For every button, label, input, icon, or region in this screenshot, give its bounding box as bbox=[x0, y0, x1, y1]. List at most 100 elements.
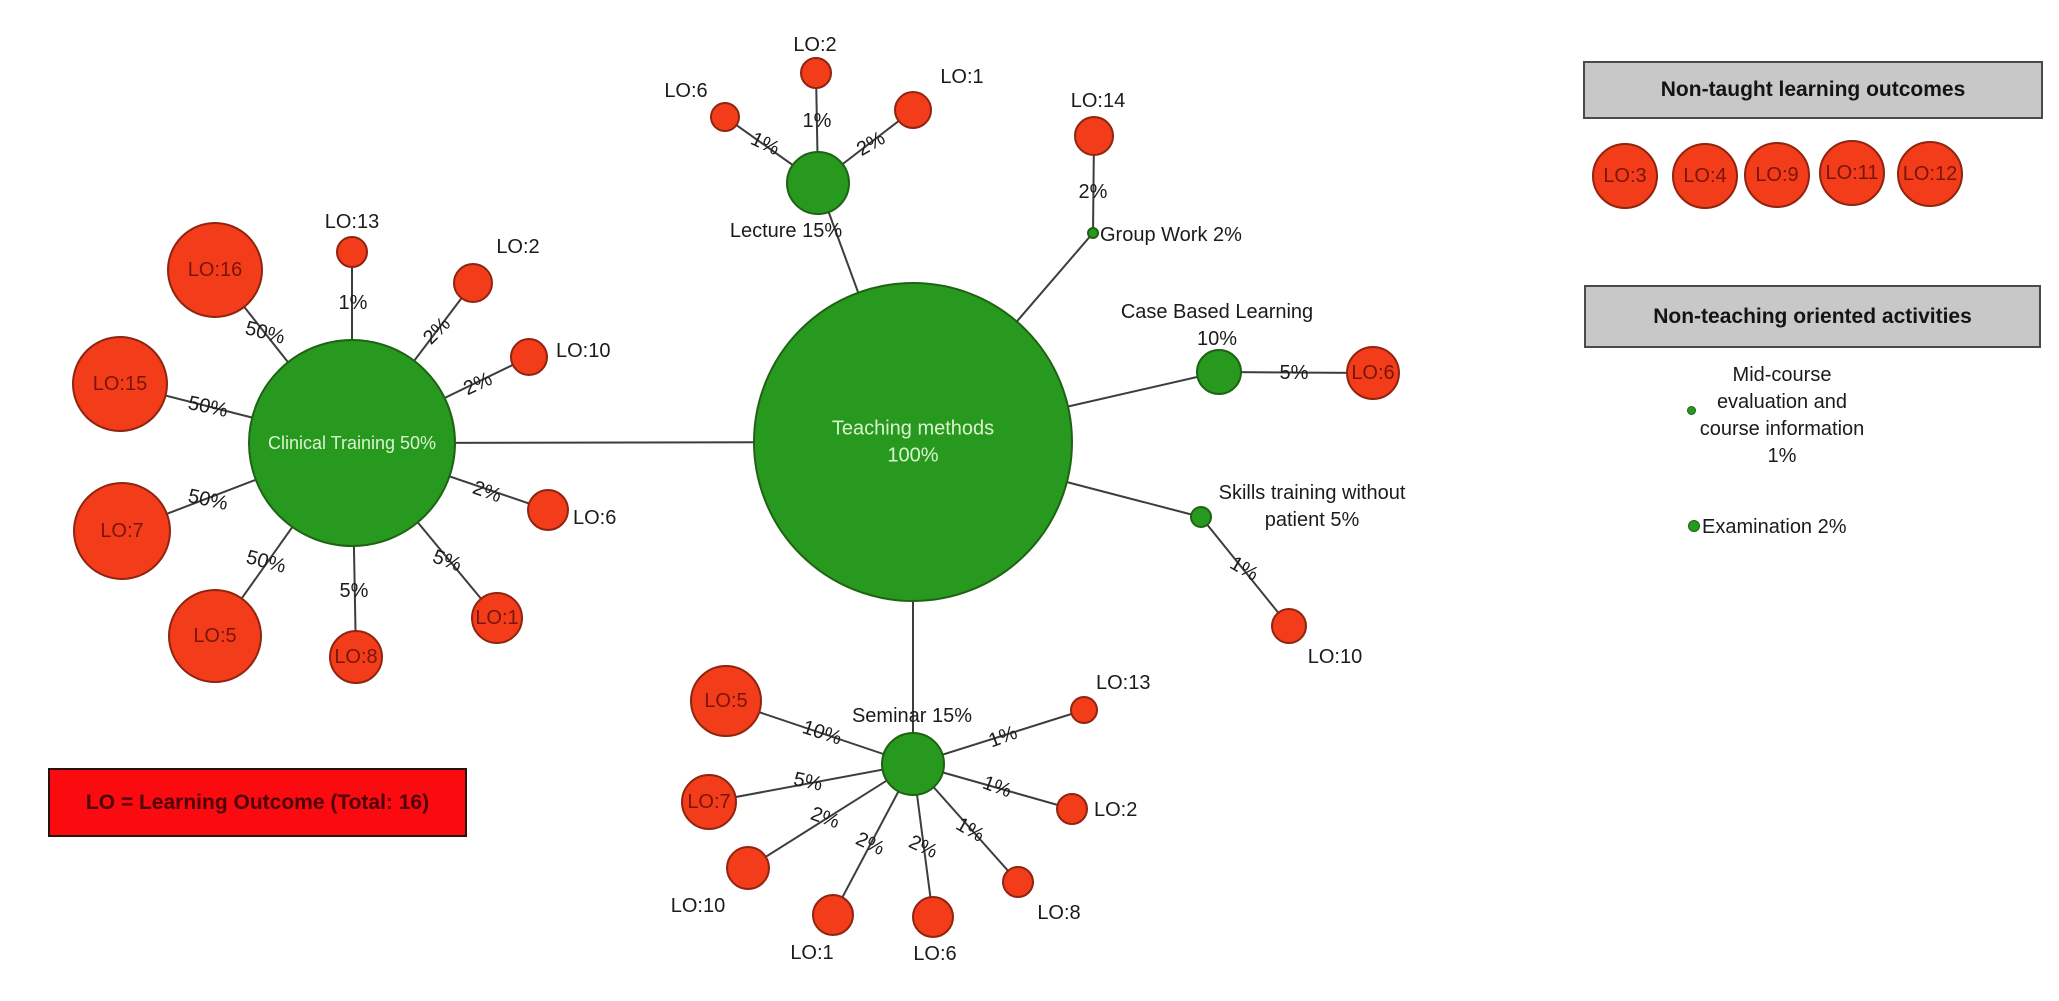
mid-course-dot-icon bbox=[1687, 406, 1696, 415]
node-ct bbox=[248, 339, 456, 547]
node-label-skills: Skills training without bbox=[1219, 482, 1406, 504]
node-label-LL11: LO:11 bbox=[1826, 162, 1879, 184]
node-label-L16: LO:16 bbox=[188, 259, 242, 281]
node-L6d bbox=[912, 896, 954, 938]
node-label-L2c: LO:2 bbox=[1094, 799, 1137, 821]
node-skills bbox=[1190, 506, 1212, 528]
edge-label-ct-L7a: 50% bbox=[186, 485, 230, 515]
node-tm bbox=[753, 282, 1073, 602]
edge-label-ct-L13: 1% bbox=[339, 292, 368, 314]
panel-header-non-teaching-title: Non-teaching oriented activities bbox=[1653, 304, 1972, 328]
node-label-skills: patient 5% bbox=[1265, 509, 1360, 531]
edge-label-seminar-L1c: 2% bbox=[852, 828, 888, 860]
mid-course-activity-label: Mid-course evaluation and course informa… bbox=[1699, 364, 1865, 467]
edge-label-ct-L16: 50% bbox=[243, 317, 288, 349]
node-L10c bbox=[1271, 608, 1307, 644]
node-L15 bbox=[72, 336, 168, 432]
node-label-L10b: LO:10 bbox=[671, 895, 725, 917]
node-label-L2a: LO:2 bbox=[496, 236, 539, 258]
node-L16 bbox=[167, 222, 263, 318]
node-label-lecture: Lecture 15% bbox=[730, 220, 843, 242]
edge-label-seminar-L5b: 10% bbox=[800, 716, 845, 749]
edge-label-ct-L6a: 2% bbox=[470, 477, 505, 508]
node-L1c bbox=[812, 894, 854, 936]
node-label-L8b: LO:8 bbox=[1037, 902, 1080, 924]
node-L10a bbox=[510, 338, 548, 376]
node-label-L10c: LO:10 bbox=[1308, 646, 1362, 668]
edge-label-ct-L10a: 2% bbox=[460, 368, 496, 400]
edge-label-ct-L2a: 2% bbox=[419, 313, 455, 349]
edge-label-seminar-L6d: 2% bbox=[905, 831, 941, 863]
node-L6c bbox=[1346, 346, 1400, 400]
node-L1a bbox=[471, 592, 523, 644]
legend-box-label: LO = Learning Outcome (Total: 16) bbox=[85, 790, 430, 814]
node-L5b bbox=[690, 665, 762, 737]
node-L1b bbox=[894, 91, 932, 129]
node-label-L7a: LO:7 bbox=[100, 520, 143, 542]
node-label-L1b: LO:1 bbox=[940, 66, 983, 88]
node-label-L2b: LO:2 bbox=[793, 34, 836, 56]
node-label-gw: Group Work 2% bbox=[1100, 224, 1242, 246]
node-label-L13: LO:13 bbox=[325, 211, 379, 233]
panel-header-non-taught-title: Non-taught learning outcomes bbox=[1660, 78, 1966, 101]
node-seminar bbox=[881, 732, 945, 796]
node-label-L6c: LO:6 bbox=[1351, 362, 1394, 384]
node-label-L5a: LO:5 bbox=[193, 625, 236, 647]
node-L2b bbox=[800, 57, 832, 89]
edge-label-seminar-L10b: 2% bbox=[808, 803, 843, 834]
node-label-L7b: LO:7 bbox=[687, 791, 730, 813]
node-LL11 bbox=[1819, 140, 1885, 206]
node-label-L1c: LO:1 bbox=[790, 942, 833, 964]
edge-seminar-L10b bbox=[747, 763, 914, 869]
examination-activity-label: Examination 2% bbox=[1702, 516, 1847, 538]
node-label-L6d: LO:6 bbox=[913, 943, 956, 965]
panel-header-non-taught: Non-taught learning outcomes bbox=[1583, 61, 2043, 119]
node-label-cbl: Case Based Learning bbox=[1121, 301, 1313, 323]
node-label-L15: LO:15 bbox=[93, 373, 147, 395]
node-L8a bbox=[329, 630, 383, 684]
node-label-seminar: Seminar 15% bbox=[852, 705, 972, 727]
node-gw bbox=[1087, 227, 1099, 239]
node-L7a bbox=[73, 482, 171, 580]
node-label-ct: Clinical Training 50% bbox=[268, 433, 436, 453]
edge-label-seminar-L7b: 5% bbox=[792, 768, 825, 796]
node-label-L13b: LO:13 bbox=[1096, 672, 1150, 694]
node-label-L1a: LO:1 bbox=[475, 607, 518, 629]
node-LL3 bbox=[1592, 143, 1658, 209]
edge-label-ct-L8a: 5% bbox=[340, 580, 369, 602]
node-label-LL3: LO:3 bbox=[1603, 165, 1646, 187]
node-L8b bbox=[1002, 866, 1034, 898]
node-L13 bbox=[336, 236, 368, 268]
edge-label-skills-L10c: 1% bbox=[1226, 552, 1262, 586]
edge-skills-L10c bbox=[1200, 516, 1290, 627]
node-cbl bbox=[1196, 349, 1242, 395]
node-label-L10a: LO:10 bbox=[556, 340, 610, 362]
node-LL4 bbox=[1672, 143, 1738, 209]
node-LL9 bbox=[1744, 142, 1810, 208]
node-L10b bbox=[726, 846, 770, 890]
edge-label-lecture-L2b: 1% bbox=[803, 110, 832, 132]
edge-label-ct-L15: 50% bbox=[186, 392, 230, 422]
node-label-LL4: LO:4 bbox=[1683, 165, 1726, 187]
node-lecture bbox=[786, 151, 850, 215]
node-label-L14: LO:14 bbox=[1071, 90, 1125, 112]
node-L14 bbox=[1074, 116, 1114, 156]
legend-box: LO = Learning Outcome (Total: 16) bbox=[48, 768, 467, 837]
edge-label-gw-L14: 2% bbox=[1079, 181, 1108, 203]
node-label-cbl: 10% bbox=[1197, 328, 1237, 350]
node-label-LL9: LO:9 bbox=[1755, 164, 1798, 186]
node-L6a bbox=[527, 489, 569, 531]
node-L6b bbox=[710, 102, 740, 132]
node-L2c bbox=[1056, 793, 1088, 825]
node-label-LL12: LO:12 bbox=[1903, 163, 1957, 185]
node-L7b bbox=[681, 774, 737, 830]
node-label-L5b: LO:5 bbox=[704, 690, 747, 712]
node-label-tm: Teaching methods bbox=[832, 418, 994, 440]
node-L2a bbox=[453, 263, 493, 303]
edge-seminar-L7b bbox=[708, 763, 914, 803]
node-L13b bbox=[1070, 696, 1098, 724]
node-label-L6b: LO:6 bbox=[664, 80, 707, 102]
node-label-tm: 100% bbox=[887, 445, 938, 467]
